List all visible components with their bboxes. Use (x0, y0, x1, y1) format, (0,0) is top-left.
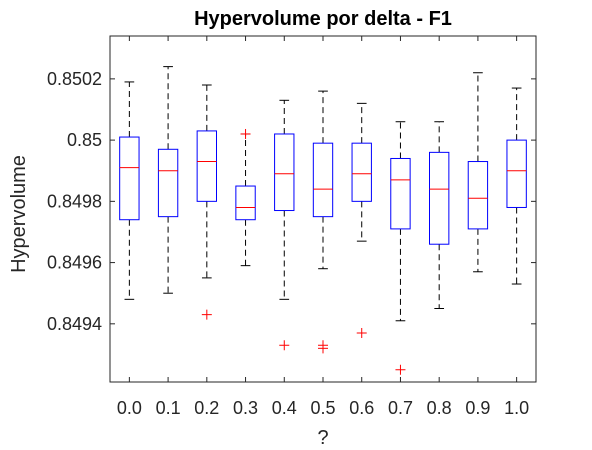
x-tick-label: 0.9 (465, 398, 490, 418)
box-0.6 (351, 142, 372, 202)
box-0.2 (196, 130, 218, 202)
x-tick-label: 0.7 (388, 398, 413, 418)
box-0.4 (274, 133, 295, 212)
box-0.5 (312, 142, 334, 218)
box-0.1 (157, 148, 179, 218)
x-tick-label: 0.1 (156, 398, 181, 418)
x-tick-label: 0.3 (233, 398, 258, 418)
plot-area: 0.8494 0.8496 0.8498 0.85 0.8502 0.0 0.1 0.2 0.3… (47, 35, 537, 418)
x-axis-label: ? (317, 427, 328, 449)
box-0.9 (467, 161, 489, 230)
chart-title: Hypervolume por delta - F1 (194, 8, 452, 30)
box-0.7 (390, 157, 411, 230)
y-tick-label: 0.8498 (47, 191, 102, 211)
y-tick-label: 0.85 (67, 130, 102, 150)
plot-frame (109, 35, 537, 383)
box-0.0 (119, 136, 140, 221)
x-tick-label: 1.0 (504, 398, 529, 418)
x-tick-label: 0.2 (194, 398, 219, 418)
y-tick-label: 0.8502 (47, 69, 102, 89)
box-0.8 (429, 151, 450, 245)
x-tick-label: 0.5 (310, 398, 335, 418)
x-tick-label: 0.4 (272, 398, 297, 418)
x-tick-label: 0.0 (117, 398, 142, 418)
x-tick-label: 0.6 (349, 398, 374, 418)
box-0.3 (235, 185, 256, 221)
box-1.0 (506, 139, 527, 208)
y-tick-label: 0.8496 (47, 253, 102, 273)
x-tick-label: 0.8 (427, 398, 452, 418)
y-tick-label: 0.8494 (47, 314, 102, 334)
y-axis-label: Hypervolume (8, 155, 30, 273)
